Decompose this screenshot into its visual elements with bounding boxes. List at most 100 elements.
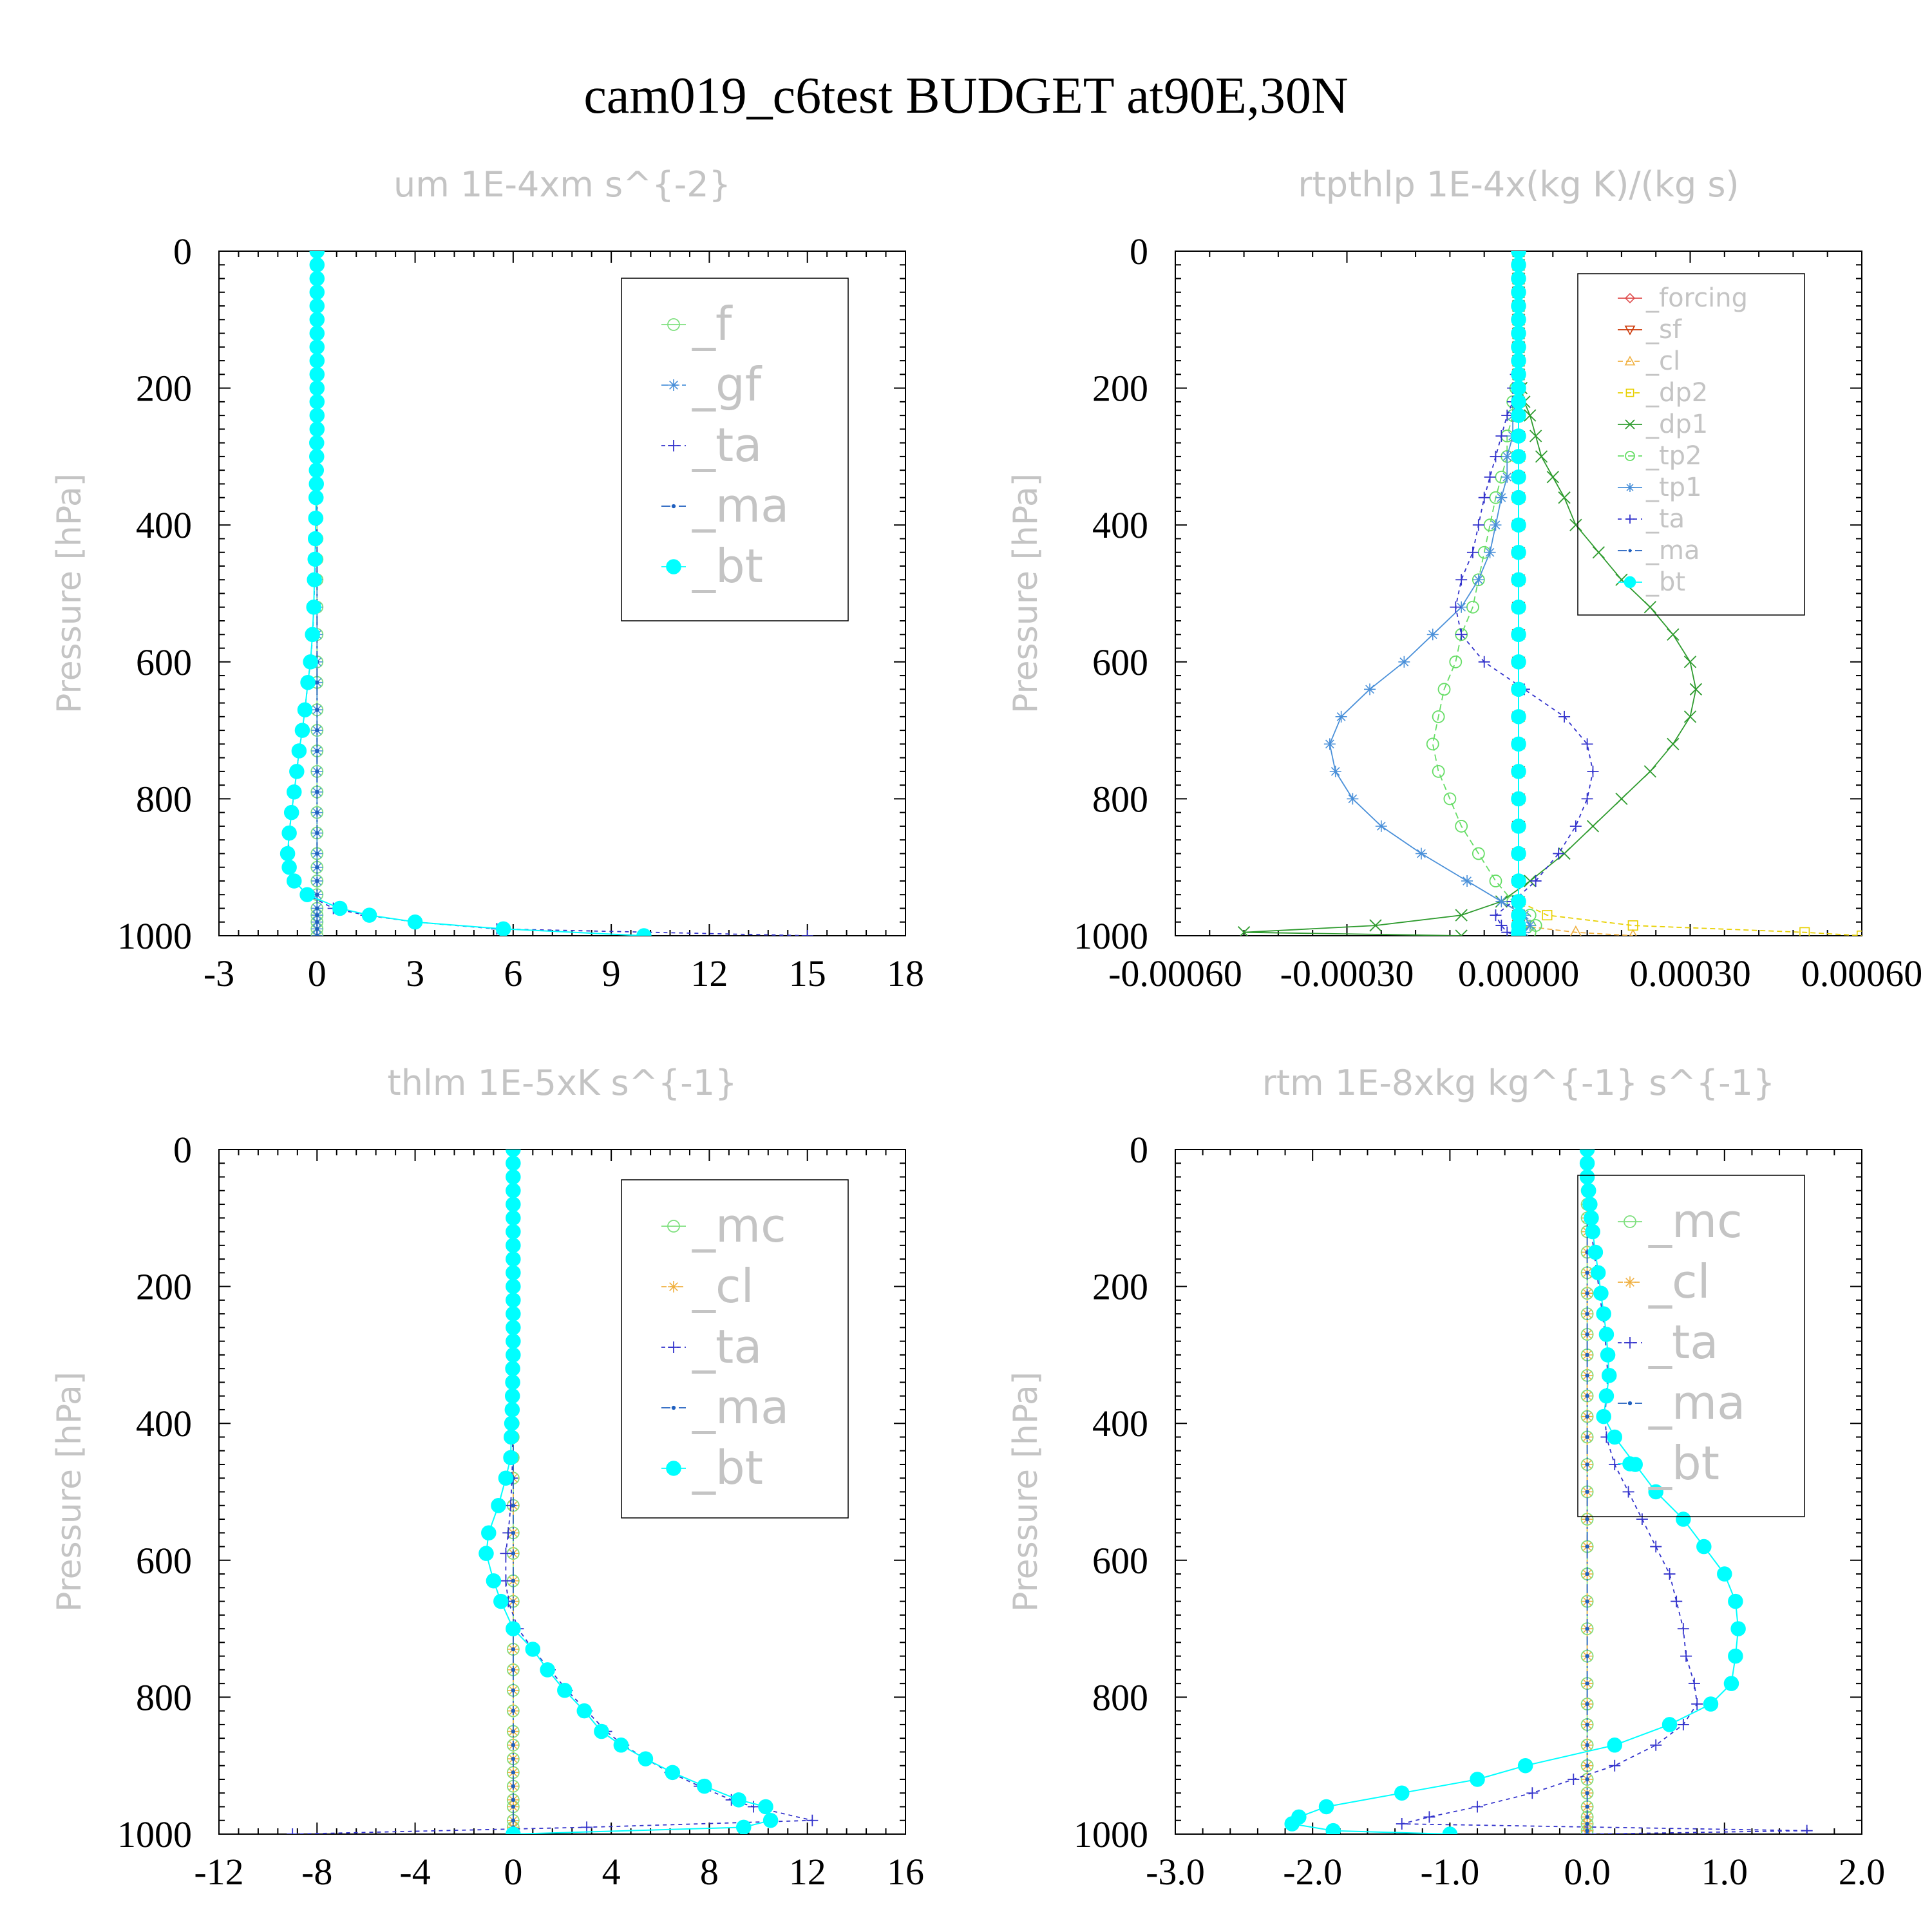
x-tick-label: 12 [789,1851,826,1893]
data-point [1489,875,1502,887]
data-point [315,927,319,931]
data-point [506,1621,521,1636]
data-point [1592,546,1605,559]
x-tick-label: -8 [301,1851,332,1893]
data-point [506,1197,521,1212]
data-point [1511,428,1526,444]
data-point [1455,820,1468,833]
data-point [576,1703,592,1719]
data-point [309,435,325,451]
data-point [315,810,319,815]
data-point [1598,1388,1615,1404]
data-point [1728,1648,1743,1664]
plot-frame [1175,1149,1862,1835]
y-tick-label: 200 [1092,1266,1148,1308]
series-line [1455,251,1594,936]
data-point [1517,1757,1533,1774]
data-point [1662,1717,1678,1732]
data-point [1585,1626,1589,1631]
y-tick-label: 800 [1092,1676,1148,1718]
data-point [1442,1826,1458,1834]
data-point [1530,875,1542,887]
data-point [636,928,652,936]
data-point [506,1333,521,1349]
data-point [758,1799,773,1815]
series-bt [1511,251,1526,936]
data-point [1596,1306,1611,1321]
y-axis-label: Pressure [hPa] [1007,1372,1045,1612]
data-point [1432,710,1445,723]
legend-marker [1628,549,1632,553]
series-bt [279,251,652,936]
data-point [309,408,325,423]
legend: _forcing_sf_cl_dp2_dp1_tp2_tp1_ta_ma_bt [1577,273,1805,616]
data-point [731,1792,746,1808]
x-tick-label: -2.0 [1283,1851,1342,1893]
data-point [1511,325,1526,341]
legend-label: _ma [1645,536,1700,565]
data-point [1585,1599,1589,1604]
data-point [1581,738,1593,750]
y-tick-label: 200 [136,1266,192,1308]
data-point [1585,1311,1589,1316]
data-point [315,920,319,924]
data-point [1622,1486,1634,1498]
data-point [1472,519,1484,531]
legend-label: _ta [1648,1315,1718,1369]
data-point [309,251,325,259]
data-point [287,784,302,800]
data-point [315,728,319,733]
data-point [1526,1787,1539,1799]
data-point [1585,1352,1589,1358]
data-point [1455,574,1468,586]
data-point [1585,1681,1589,1686]
data-point [1511,709,1526,724]
series-line [1401,1150,1807,1834]
plot-frame [218,1149,906,1835]
data-point [511,1770,516,1775]
data-point [1586,820,1600,833]
data-point [315,893,319,897]
data-point [1683,710,1697,723]
x-tick-label: 4 [602,1851,621,1893]
data-point [1636,1513,1648,1526]
x-tick-label: -1.0 [1420,1851,1479,1893]
series-bt [1284,1150,1746,1834]
data-point [1643,765,1656,778]
y-tick-label: 0 [173,1129,192,1171]
data-point [1677,1718,1689,1730]
legend-marker [1624,576,1636,589]
legend-label: _bt [692,1441,763,1495]
data-point [1318,1799,1334,1815]
data-point [1730,1621,1746,1636]
data-point [511,1551,516,1556]
data-point [1643,601,1656,614]
data-point [1585,1544,1589,1549]
legend-marker [668,440,679,451]
data-point [1585,1414,1589,1419]
legend-label: _ma [1648,1376,1745,1430]
legend-label: _bt [1648,1436,1719,1490]
data-point [1585,1791,1589,1795]
data-point [1511,544,1526,560]
data-point [1511,251,1526,259]
data-point [500,1548,512,1560]
legend-label: _ta [1645,504,1685,534]
data-point [1511,285,1526,300]
data-point [1237,926,1251,936]
data-point [315,913,319,918]
chart-panel-3: thlm 1E-5xK s^{-1} Pressure [hPa] -12 -8 -4 0… [50,1063,924,1893]
legend-label: _f [692,297,733,351]
data-point [1347,793,1359,805]
data-point [1650,1540,1662,1553]
data-point [1696,1539,1712,1555]
data-point [1680,1650,1692,1662]
data-point [511,1667,516,1672]
legend-label: _cl [1648,1255,1710,1309]
y-axis-label: Pressure [hPa] [1007,473,1045,714]
y-tick-label: 200 [1092,368,1148,410]
data-point [506,1826,521,1834]
data-point [1585,1517,1589,1522]
data-point [1423,1811,1435,1823]
data-point [1511,353,1526,368]
